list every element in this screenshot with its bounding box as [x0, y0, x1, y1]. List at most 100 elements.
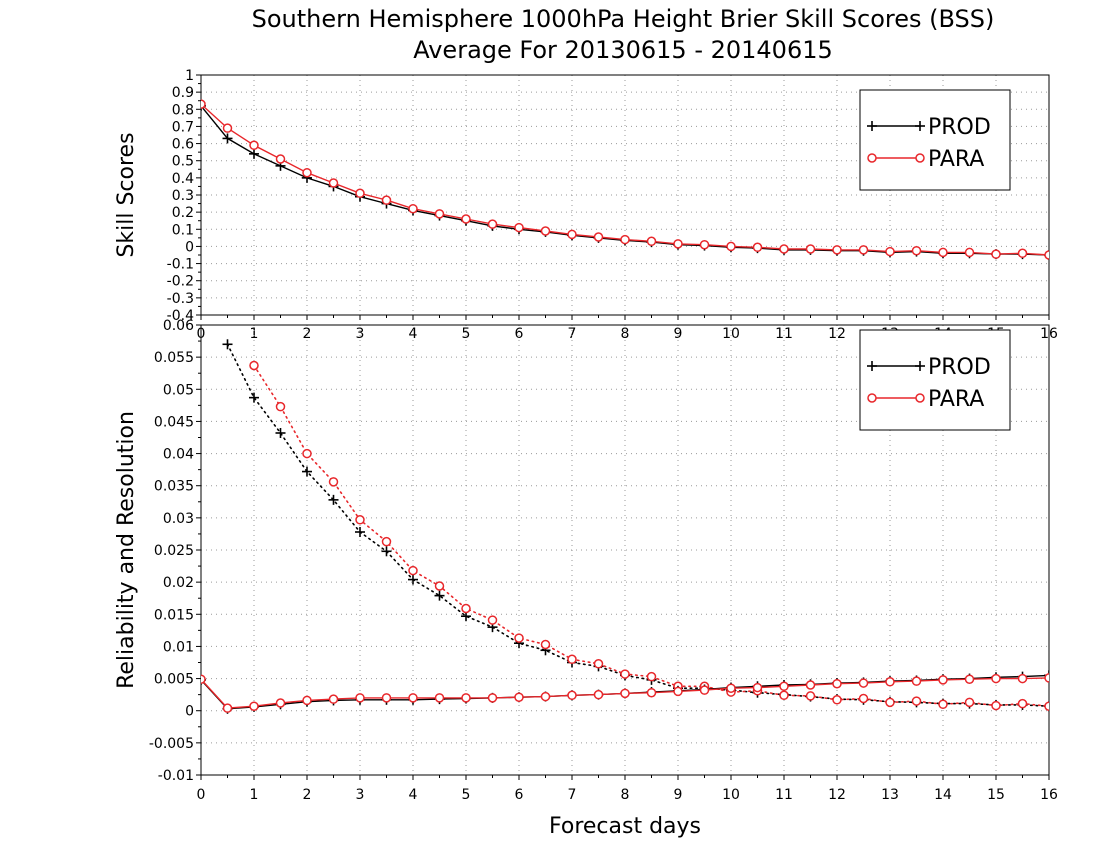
- series-para-reliability: [201, 673, 1049, 713]
- x-tick-label: 11: [775, 326, 793, 342]
- legend: PROD PARA: [859, 329, 1011, 431]
- legend: PROD PARA: [859, 89, 1011, 191]
- data-point: [222, 133, 233, 144]
- y-tick-label: 0.6: [172, 137, 194, 153]
- x-tick-label: 6: [515, 787, 524, 803]
- data-point: [779, 244, 789, 254]
- data-point: [593, 659, 604, 669]
- data-point: [567, 229, 577, 240]
- data-point: [249, 360, 259, 371]
- data-point: [1044, 701, 1049, 711]
- data-point: [275, 428, 286, 438]
- legend-label: PROD: [928, 115, 991, 140]
- data-point: [673, 239, 683, 249]
- y-tick-label: 0.055: [154, 350, 194, 366]
- data-point: [805, 244, 816, 254]
- data-point: [832, 245, 842, 255]
- x-tick-label: 16: [1040, 787, 1058, 803]
- y-tick-label: -0.2: [167, 274, 194, 290]
- data-point: [381, 195, 392, 205]
- y-tick-label: -0.3: [167, 291, 194, 307]
- y-tick-label: 1: [185, 68, 194, 84]
- chart-subtitle: Average For 20130615 - 20140615: [413, 36, 833, 64]
- y-tick-label: -0.1: [167, 257, 194, 273]
- data-point: [726, 241, 736, 252]
- y-tick-label: -0.005: [149, 736, 194, 752]
- data-point: [858, 678, 869, 688]
- data-point: [938, 247, 948, 258]
- y-tick-label: 0.5: [172, 154, 194, 170]
- data-point: [275, 154, 286, 164]
- y-tick-label: 0.03: [163, 511, 194, 527]
- data-point: [222, 339, 233, 350]
- y-tick-label: 0.05: [163, 382, 194, 398]
- y-tick-label: 0.045: [154, 414, 194, 430]
- data-point: [699, 685, 710, 695]
- data-point: [408, 574, 418, 585]
- data-point: [964, 697, 975, 708]
- x-axis-label: Forecast days: [549, 814, 701, 839]
- data-point: [355, 515, 365, 525]
- series-group: [201, 99, 1049, 260]
- legend-entry-prod: PROD: [867, 115, 991, 140]
- legend-marker: [867, 393, 877, 403]
- y-tick-label: 0.7: [172, 119, 194, 135]
- legend-marker: [867, 153, 877, 163]
- data-point: [275, 698, 286, 708]
- data-point: [514, 633, 524, 643]
- chart-title: Southern Hemisphere 1000hPa Height Brier…: [252, 5, 995, 33]
- x-tick-label: 7: [568, 787, 577, 803]
- data-point: [201, 99, 206, 109]
- data-point: [302, 695, 312, 706]
- y-tick-label: 0.025: [154, 543, 194, 559]
- data-point: [832, 678, 842, 689]
- data-point: [593, 232, 604, 242]
- data-point: [938, 699, 948, 710]
- data-point: [434, 693, 445, 703]
- data-point: [858, 693, 869, 704]
- data-point: [991, 700, 1001, 711]
- series-para: [201, 99, 1049, 260]
- data-point: [355, 527, 365, 537]
- data-point: [858, 245, 869, 255]
- data-point: [249, 140, 259, 151]
- y-axis: -0.01 -0.005 0 0.005 0.01 0.015 0.02 0.025 0.03 0…: [149, 318, 201, 784]
- legend-entry-para: PARA: [867, 387, 984, 412]
- data-point: [911, 676, 922, 686]
- data-point: [540, 691, 551, 702]
- y-tick-label: 0.4: [172, 171, 194, 187]
- y-tick-label: 0.3: [172, 188, 194, 204]
- data-point: [752, 242, 763, 253]
- reliability-resolution-panel: -0.01 -0.005 0 0.005 0.01 0.015 0.02 0.025 0.03 0…: [114, 318, 1058, 803]
- data-point: [540, 639, 551, 650]
- x-tick-label: 2: [303, 326, 312, 342]
- data-point: [938, 675, 948, 685]
- y-tick-label: 0.01: [163, 639, 194, 655]
- x-tick-label: 1: [250, 787, 259, 803]
- data-point: [726, 683, 736, 693]
- y-axis-label: Reliability and Resolution: [114, 411, 139, 689]
- data-point: [885, 246, 895, 257]
- data-point: [885, 697, 895, 708]
- data-point: [805, 691, 816, 701]
- data-point: [646, 687, 657, 698]
- data-point: [646, 671, 657, 682]
- data-point: [434, 581, 445, 591]
- data-point: [302, 466, 312, 477]
- legend-label: PROD: [928, 355, 991, 380]
- legend-box: [859, 329, 1011, 431]
- x-tick-label: 9: [674, 787, 683, 803]
- data-point: [328, 178, 339, 188]
- data-point: [408, 565, 418, 576]
- data-point: [381, 546, 392, 557]
- y-tick-label: 0.035: [154, 479, 194, 495]
- y-tick-label: 0.005: [154, 672, 194, 688]
- x-tick-label: 11: [775, 787, 793, 803]
- data-point: [964, 247, 975, 258]
- x-tick-label: 7: [568, 326, 577, 342]
- y-tick-label: -0.4: [167, 308, 194, 324]
- series-para-resolution: [249, 360, 1049, 711]
- legend-marker: [915, 393, 925, 403]
- data-point: [620, 669, 630, 679]
- legend-entry-prod: PROD: [867, 355, 991, 380]
